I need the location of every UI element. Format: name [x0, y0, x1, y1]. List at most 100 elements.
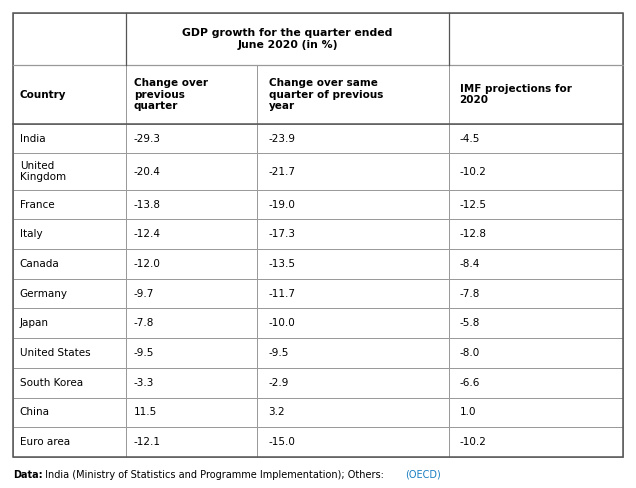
- Bar: [449, 65, 623, 124]
- Bar: [449, 368, 623, 398]
- Bar: [13, 338, 126, 368]
- Text: Country: Country: [20, 90, 66, 100]
- Text: -7.8: -7.8: [134, 318, 154, 328]
- Bar: [449, 279, 623, 308]
- Bar: [449, 13, 623, 65]
- Text: -21.7: -21.7: [268, 166, 296, 177]
- Text: -10.2: -10.2: [460, 166, 487, 177]
- Text: Change over
previous
quarter: Change over previous quarter: [134, 78, 208, 111]
- Bar: [126, 153, 257, 190]
- Bar: [449, 308, 623, 338]
- Text: Germany: Germany: [20, 288, 68, 299]
- Bar: [257, 249, 449, 279]
- Bar: [126, 279, 257, 308]
- Bar: [257, 308, 449, 338]
- Text: -3.3: -3.3: [134, 378, 154, 388]
- Text: -10.0: -10.0: [268, 318, 295, 328]
- Text: China: China: [20, 407, 50, 417]
- Text: -8.0: -8.0: [460, 348, 480, 358]
- Bar: [13, 368, 126, 398]
- Bar: [126, 368, 257, 398]
- Bar: [126, 398, 257, 427]
- Bar: [126, 338, 257, 368]
- Bar: [449, 398, 623, 427]
- Text: -29.3: -29.3: [134, 134, 161, 143]
- Bar: [257, 398, 449, 427]
- Bar: [13, 13, 126, 65]
- Text: -13.5: -13.5: [268, 259, 296, 269]
- Bar: [449, 427, 623, 457]
- Bar: [449, 153, 623, 190]
- Bar: [257, 190, 449, 220]
- Bar: [13, 427, 126, 457]
- Text: -7.8: -7.8: [460, 288, 480, 299]
- Text: United
Kingdom: United Kingdom: [20, 161, 66, 183]
- Text: Euro area: Euro area: [20, 437, 70, 447]
- Bar: [126, 220, 257, 249]
- Bar: [257, 427, 449, 457]
- Bar: [449, 220, 623, 249]
- Bar: [126, 190, 257, 220]
- Text: Canada: Canada: [20, 259, 60, 269]
- Bar: [13, 308, 126, 338]
- Bar: [13, 249, 126, 279]
- Text: -20.4: -20.4: [134, 166, 161, 177]
- Bar: [257, 279, 449, 308]
- Bar: [257, 153, 449, 190]
- Bar: [13, 398, 126, 427]
- Text: 1.0: 1.0: [460, 407, 476, 417]
- Bar: [13, 190, 126, 220]
- Text: Change over same
quarter of previous
year: Change over same quarter of previous yea…: [268, 78, 383, 111]
- Text: South Korea: South Korea: [20, 378, 83, 388]
- Text: Italy: Italy: [20, 229, 43, 239]
- Bar: [257, 338, 449, 368]
- Text: India: India: [20, 134, 45, 143]
- Text: -12.4: -12.4: [134, 229, 161, 239]
- Text: -10.2: -10.2: [460, 437, 487, 447]
- Text: -9.5: -9.5: [134, 348, 154, 358]
- Bar: [13, 279, 126, 308]
- Text: IMF projections for
2020: IMF projections for 2020: [460, 84, 572, 105]
- Bar: [449, 190, 623, 220]
- Text: -2.9: -2.9: [268, 378, 289, 388]
- Text: -6.6: -6.6: [460, 378, 480, 388]
- Text: -13.8: -13.8: [134, 200, 161, 209]
- Bar: [126, 427, 257, 457]
- Text: -11.7: -11.7: [268, 288, 296, 299]
- Text: 3.2: 3.2: [268, 407, 285, 417]
- Text: Japan: Japan: [20, 318, 49, 328]
- Bar: [126, 65, 257, 124]
- Bar: [257, 220, 449, 249]
- Bar: [257, 124, 449, 153]
- Text: GDP growth for the quarter ended
June 2020 (in %): GDP growth for the quarter ended June 20…: [183, 28, 392, 50]
- Text: 11.5: 11.5: [134, 407, 157, 417]
- Bar: [126, 308, 257, 338]
- Text: -12.8: -12.8: [460, 229, 487, 239]
- Bar: [126, 124, 257, 153]
- Bar: [13, 65, 126, 124]
- Text: -12.1: -12.1: [134, 437, 161, 447]
- Bar: [449, 338, 623, 368]
- Text: India (Ministry of Statistics and Programme Implementation); Others:: India (Ministry of Statistics and Progra…: [41, 470, 387, 480]
- Text: -12.0: -12.0: [134, 259, 161, 269]
- Text: -9.5: -9.5: [268, 348, 289, 358]
- Bar: [126, 249, 257, 279]
- Text: -5.8: -5.8: [460, 318, 480, 328]
- Text: -12.5: -12.5: [460, 200, 487, 209]
- Text: -4.5: -4.5: [460, 134, 480, 143]
- Bar: [449, 249, 623, 279]
- Text: -8.4: -8.4: [460, 259, 480, 269]
- Bar: [13, 124, 126, 153]
- Text: -23.9: -23.9: [268, 134, 296, 143]
- Bar: [257, 368, 449, 398]
- Text: -17.3: -17.3: [268, 229, 296, 239]
- Bar: [126, 13, 449, 65]
- Bar: [13, 220, 126, 249]
- Text: United States: United States: [20, 348, 90, 358]
- Text: Data:: Data:: [13, 470, 43, 480]
- Text: -9.7: -9.7: [134, 288, 154, 299]
- Text: -19.0: -19.0: [268, 200, 295, 209]
- Text: (OECD): (OECD): [406, 470, 441, 480]
- Bar: [257, 65, 449, 124]
- Text: -15.0: -15.0: [268, 437, 295, 447]
